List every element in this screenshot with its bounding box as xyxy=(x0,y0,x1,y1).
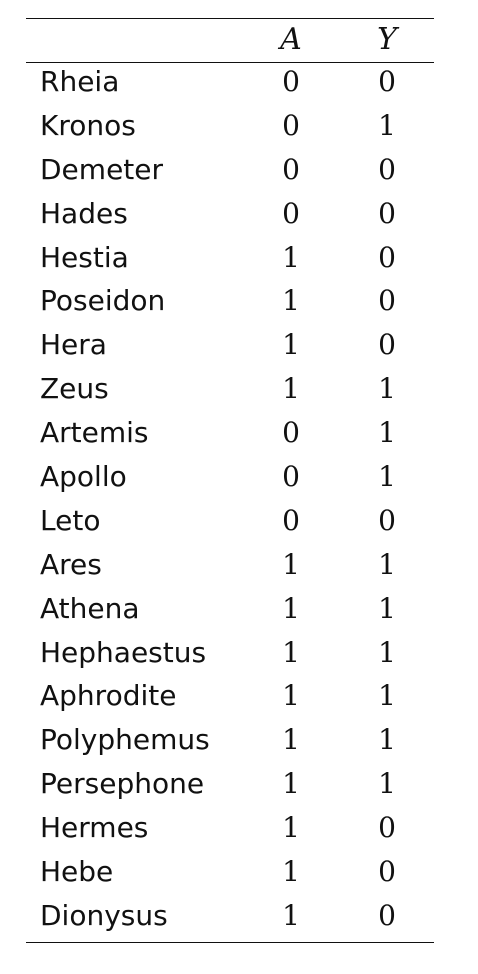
row-name: Dionysus xyxy=(40,896,168,940)
table-row: Demeter 0 0 xyxy=(0,150,478,194)
table-row: Zeus 1 1 xyxy=(0,369,478,413)
row-y-value: 0 xyxy=(358,808,416,852)
table-row: Hephaestus 1 1 xyxy=(0,633,478,677)
row-a-value: 1 xyxy=(262,896,320,940)
row-name: Hestia xyxy=(40,238,129,282)
row-y-value: 1 xyxy=(358,764,416,808)
table-row: Artemis 0 1 xyxy=(0,413,478,457)
table-row: Athena 1 1 xyxy=(0,589,478,633)
row-y-value: 0 xyxy=(358,238,416,282)
header-y: Y xyxy=(358,18,416,62)
row-name: Aphrodite xyxy=(40,676,176,720)
row-name: Zeus xyxy=(40,369,109,413)
row-a-value: 0 xyxy=(262,501,320,545)
row-a-value: 1 xyxy=(262,238,320,282)
row-a-value: 1 xyxy=(262,808,320,852)
row-a-value: 0 xyxy=(262,413,320,457)
row-name: Polyphemus xyxy=(40,720,210,764)
row-a-value: 0 xyxy=(262,62,320,106)
table-row: Ares 1 1 xyxy=(0,545,478,589)
table-row: Polyphemus 1 1 xyxy=(0,720,478,764)
table-row: Hestia 1 0 xyxy=(0,238,478,282)
row-y-value: 1 xyxy=(358,369,416,413)
row-y-value: 0 xyxy=(358,194,416,238)
row-name: Hera xyxy=(40,325,107,369)
row-y-value: 1 xyxy=(358,633,416,677)
table-row: Dionysus 1 0 xyxy=(0,896,478,940)
header-a: A xyxy=(262,18,320,62)
row-a-value: 0 xyxy=(262,457,320,501)
row-y-value: 0 xyxy=(358,501,416,545)
row-name: Poseidon xyxy=(40,281,165,325)
table-row: Rheia 0 0 xyxy=(0,62,478,106)
table-body: Rheia 0 0 Kronos 0 1 Demeter 0 0 Hades 0 0 Hestia 1 0 P… xyxy=(0,62,478,940)
row-name: Hades xyxy=(40,194,128,238)
row-a-value: 1 xyxy=(262,281,320,325)
table-row: Persephone 1 1 xyxy=(0,764,478,808)
row-name: Rheia xyxy=(40,62,119,106)
row-y-value: 1 xyxy=(358,413,416,457)
row-name: Hermes xyxy=(40,808,148,852)
table-row: Hades 0 0 xyxy=(0,194,478,238)
row-a-value: 1 xyxy=(262,852,320,896)
row-name: Kronos xyxy=(40,106,136,150)
table-row: Hera 1 0 xyxy=(0,325,478,369)
row-a-value: 1 xyxy=(262,545,320,589)
row-a-value: 1 xyxy=(262,633,320,677)
row-a-value: 1 xyxy=(262,764,320,808)
table-row: Leto 0 0 xyxy=(0,501,478,545)
row-y-value: 0 xyxy=(358,852,416,896)
table-row: Aphrodite 1 1 xyxy=(0,676,478,720)
row-a-value: 1 xyxy=(262,589,320,633)
row-y-value: 1 xyxy=(358,676,416,720)
row-y-value: 1 xyxy=(358,106,416,150)
row-name: Hebe xyxy=(40,852,113,896)
row-name: Hephaestus xyxy=(40,633,206,677)
row-name: Artemis xyxy=(40,413,149,457)
row-y-value: 1 xyxy=(358,457,416,501)
row-name: Athena xyxy=(40,589,140,633)
row-a-value: 1 xyxy=(262,676,320,720)
row-y-value: 0 xyxy=(358,281,416,325)
row-name: Demeter xyxy=(40,150,163,194)
row-y-value: 1 xyxy=(358,589,416,633)
table-row: Hebe 1 0 xyxy=(0,852,478,896)
row-a-value: 1 xyxy=(262,369,320,413)
row-y-value: 1 xyxy=(358,545,416,589)
table-row: Kronos 0 1 xyxy=(0,106,478,150)
row-a-value: 0 xyxy=(262,194,320,238)
row-a-value: 0 xyxy=(262,150,320,194)
row-y-value: 0 xyxy=(358,150,416,194)
bottom-rule xyxy=(26,942,434,943)
row-name: Persephone xyxy=(40,764,204,808)
row-a-value: 1 xyxy=(262,720,320,764)
table-row: Poseidon 1 0 xyxy=(0,281,478,325)
row-y-value: 0 xyxy=(358,325,416,369)
row-y-value: 1 xyxy=(358,720,416,764)
row-y-value: 0 xyxy=(358,62,416,106)
row-a-value: 1 xyxy=(262,325,320,369)
table-header: A Y xyxy=(0,18,478,62)
row-y-value: 0 xyxy=(358,896,416,940)
row-a-value: 0 xyxy=(262,106,320,150)
row-name: Apollo xyxy=(40,457,127,501)
row-name: Ares xyxy=(40,545,102,589)
table-row: Apollo 0 1 xyxy=(0,457,478,501)
row-name: Leto xyxy=(40,501,100,545)
table-row: Hermes 1 0 xyxy=(0,808,478,852)
